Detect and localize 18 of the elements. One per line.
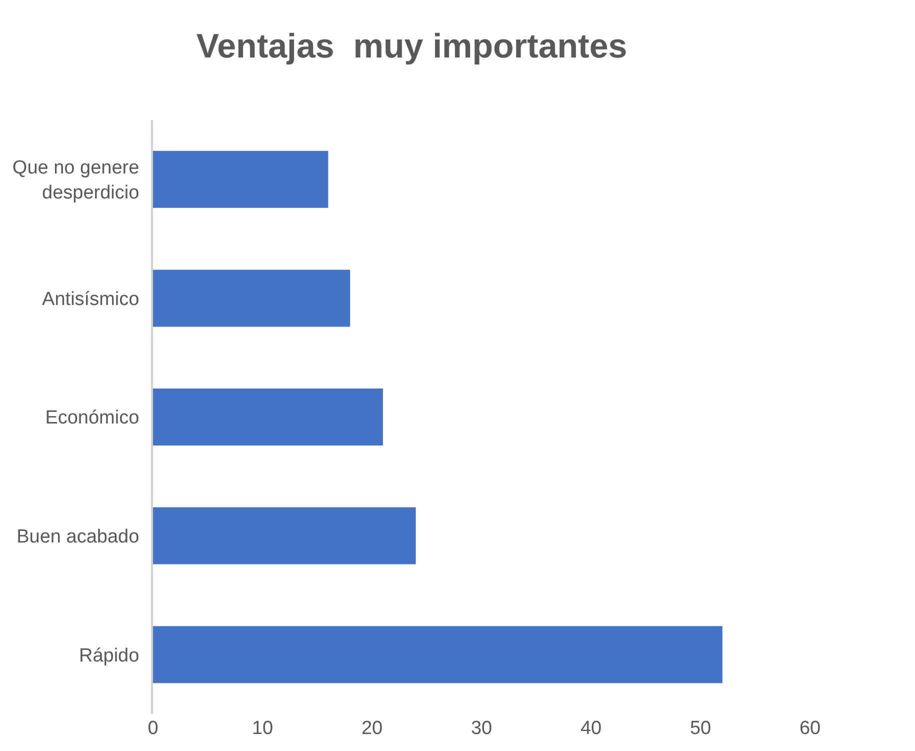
bar — [153, 388, 383, 446]
bar — [153, 507, 416, 564]
y-tick-label: Rápido — [78, 645, 140, 666]
y-tick-label: Que no genere desperdicio — [12, 158, 140, 204]
bar — [153, 626, 722, 684]
x-tick-label: 40 — [580, 718, 602, 739]
y-tick-label: Antisísmico — [42, 288, 140, 310]
x-tick-label: 50 — [690, 718, 712, 739]
x-tick-label: 20 — [361, 718, 383, 739]
bar — [153, 270, 350, 327]
y-tick-label: Buen acabado — [16, 526, 140, 548]
y-tick-label: Económico — [45, 408, 140, 429]
x-tick-label: 30 — [470, 718, 492, 739]
bar — [153, 150, 328, 208]
x-tick-label: 60 — [799, 718, 821, 739]
x-tick-label: 0 — [148, 718, 158, 739]
chart-title: Ventajas muy importantes — [196, 28, 628, 66]
x-tick-label: 10 — [252, 718, 274, 739]
